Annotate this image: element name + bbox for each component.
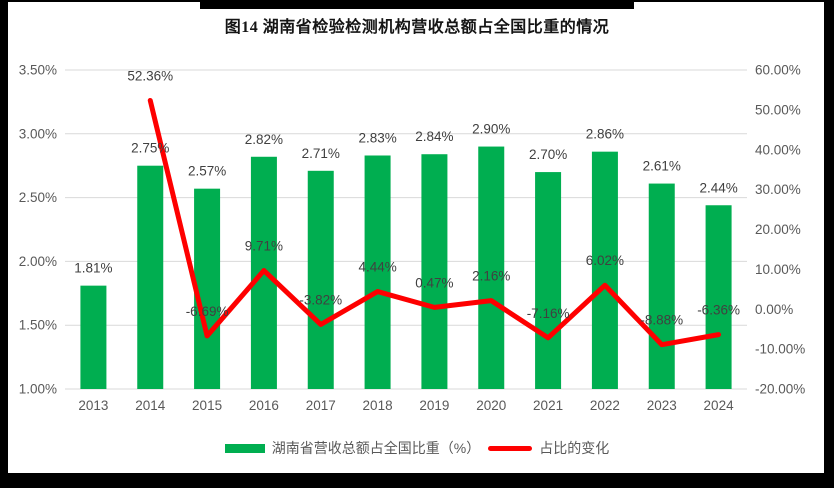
x-axis-label: 2017	[306, 398, 336, 413]
x-axis-label: 2014	[135, 398, 166, 413]
right-axis-tick: 40.00%	[755, 142, 801, 157]
line-data-label: -3.82%	[299, 292, 342, 307]
right-axis-tick: -10.00%	[755, 342, 805, 357]
line-data-label: -7.16%	[527, 306, 570, 321]
bar-data-label: 2.71%	[302, 146, 340, 161]
x-axis-label: 2019	[419, 398, 449, 413]
x-axis-label: 2022	[590, 398, 620, 413]
bar-data-label: 2.83%	[358, 130, 396, 145]
bar-2021	[535, 172, 562, 389]
x-axis-label: 2020	[476, 398, 506, 413]
line-data-label: 9.71%	[245, 239, 283, 254]
line-data-label: 52.36%	[127, 68, 173, 83]
bar-2019	[421, 154, 448, 389]
bar-data-label: 2.84%	[415, 129, 453, 144]
x-axis-label: 2016	[249, 398, 279, 413]
bar-2017	[307, 170, 334, 389]
line-data-label: -8.88%	[640, 313, 683, 328]
legend-item-bar-series: 湖南省营收总额占全国比重（%）	[224, 438, 481, 458]
legend-label-bar-series: 湖南省营收总额占全国比重（%）	[271, 440, 481, 456]
bar-data-label: 2.70%	[529, 147, 567, 162]
line-data-label: 4.44%	[358, 260, 396, 275]
x-axis-label: 2013	[78, 398, 108, 413]
right-axis-tick: 10.00%	[755, 262, 801, 277]
legend-item-line-series: 占比的变化	[488, 438, 609, 458]
x-axis-label: 2024	[704, 398, 735, 413]
left-axis-tick: 3.00%	[19, 126, 57, 141]
x-axis-label: 2015	[192, 398, 222, 413]
bar-2023	[648, 183, 675, 389]
bar-2014	[137, 165, 164, 389]
line-data-label: 2.16%	[472, 269, 510, 284]
bar-data-label: 2.90%	[472, 122, 510, 137]
top-border-notch	[200, 0, 634, 9]
line-data-label: -6.36%	[697, 303, 740, 318]
bar-2013	[80, 285, 107, 389]
x-axis-label: 2023	[647, 398, 677, 413]
bar-data-label: 2.75%	[131, 141, 169, 156]
right-axis-tick: 20.00%	[755, 222, 801, 237]
right-axis-tick: 50.00%	[755, 102, 801, 117]
line-data-label: 0.47%	[415, 275, 453, 290]
right-axis-tick: 0.00%	[755, 302, 793, 317]
left-axis-tick: 1.00%	[19, 382, 57, 397]
bar-2022	[591, 151, 618, 389]
bar-data-label: 2.82%	[245, 132, 283, 147]
chart-legend: 湖南省营收总额占全国比重（%） 占比的变化	[0, 437, 834, 459]
bar-2020	[478, 146, 505, 389]
right-axis-tick: 30.00%	[755, 182, 801, 197]
left-axis-tick: 2.50%	[19, 190, 57, 205]
line-data-label: -6.69%	[186, 304, 229, 319]
bar-data-label: 2.44%	[699, 180, 737, 195]
right-axis-tick: -20.00%	[755, 382, 805, 397]
bar-data-label: 1.81%	[74, 261, 112, 276]
bar-data-label: 2.61%	[643, 159, 681, 174]
left-axis-tick: 1.50%	[19, 318, 57, 333]
change-line	[147, 97, 722, 348]
x-axis-label: 2018	[363, 398, 393, 413]
bar-2018	[364, 155, 391, 389]
left-axis-tick: 2.00%	[19, 254, 57, 269]
bar-2015	[194, 188, 221, 389]
line-series-swatch-icon	[488, 445, 533, 451]
bar-data-label: 2.86%	[586, 127, 624, 142]
bar-2024	[705, 205, 732, 389]
line-data-label: 6.02%	[586, 253, 624, 268]
legend-label-line-series: 占比的变化	[539, 440, 610, 456]
x-axis-label: 2021	[533, 398, 563, 413]
bar-data-label: 2.57%	[188, 164, 226, 179]
left-axis-tick: 3.50%	[19, 63, 57, 78]
right-axis-tick: 60.00%	[755, 63, 801, 78]
chart-title: 图14 湖南省检验检测机构营收总额占全国比重的情况	[224, 19, 610, 36]
bar-series-swatch-icon	[224, 443, 265, 453]
